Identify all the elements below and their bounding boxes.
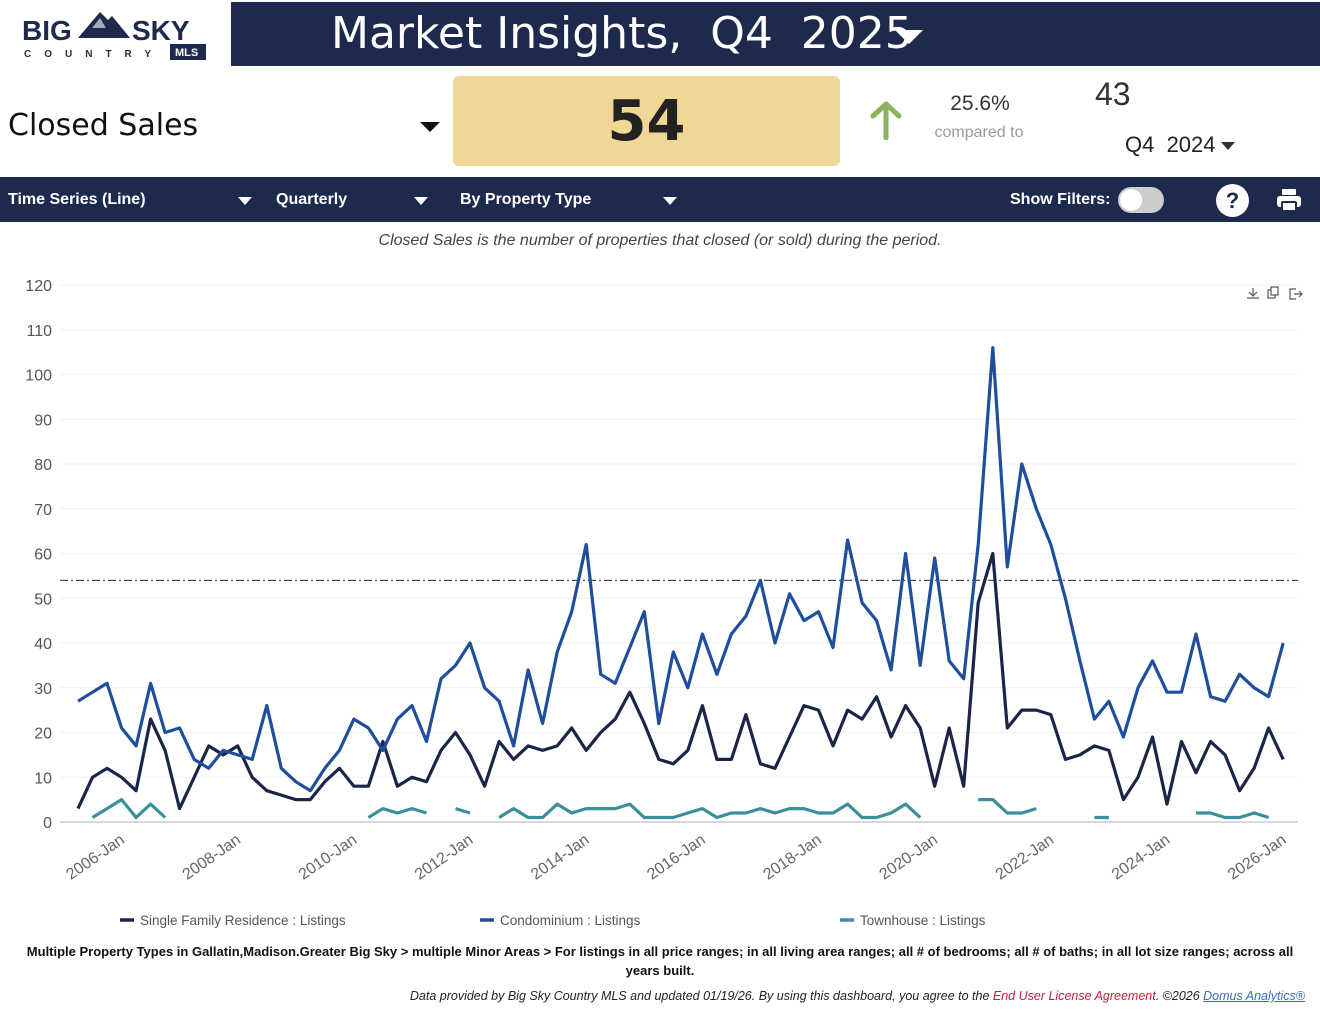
comparison-period-selector[interactable]: Q4 2024 xyxy=(1125,132,1216,157)
logo-big: BIG xyxy=(22,15,72,46)
show-filters-toggle[interactable] xyxy=(1118,187,1164,213)
interval-dropdown[interactable]: Quarterly xyxy=(276,191,348,208)
x-tick-label: 2024-Jan xyxy=(1109,831,1173,883)
credits-text: Data provided by Big Sky Country MLS and… xyxy=(409,989,993,1003)
domus-analytics-link[interactable]: Domus Analytics® xyxy=(1203,989,1305,1003)
x-tick-label: 2016-Jan xyxy=(644,831,708,883)
toolbar: Time Series (Line) Quarterly By Property… xyxy=(0,177,1320,222)
x-tick-label: 2022-Jan xyxy=(993,831,1057,883)
period-dropdown-caret-icon[interactable] xyxy=(895,30,923,44)
series-line-single xyxy=(76,551,1285,811)
logo-mls: MLS xyxy=(175,47,198,59)
eula-link[interactable]: End User License Agreement xyxy=(992,989,1156,1003)
x-tick-label: 2018-Jan xyxy=(760,831,824,883)
chart-type-dropdown[interactable]: Time Series (Line) xyxy=(8,191,146,208)
logo-country: COUNTRY xyxy=(24,49,164,60)
y-tick-label: 10 xyxy=(34,770,52,787)
previous-value: 43 xyxy=(1095,76,1131,112)
metric-dropdown-caret-icon[interactable] xyxy=(420,122,440,132)
y-tick-label: 60 xyxy=(34,547,52,564)
legend-label: Single Family Residence : Listings xyxy=(140,913,346,928)
y-tick-label: 40 xyxy=(34,636,52,653)
chevron-down-icon[interactable] xyxy=(238,197,252,205)
y-tick-label: 80 xyxy=(34,457,52,474)
copyright-text: . ©2026 xyxy=(1155,989,1204,1003)
y-tick-label: 100 xyxy=(25,368,52,385)
print-icon[interactable] xyxy=(1276,187,1302,218)
x-tick-label: 2010-Jan xyxy=(296,831,360,883)
show-filters-label: Show Filters: xyxy=(1010,191,1111,208)
x-tick-label: 2014-Jan xyxy=(528,831,592,883)
legend-label: Townhouse : Listings xyxy=(860,913,986,928)
closed-sales-line-chart: 0 10 20 30 40 50 60 70 80 90 100 110 120 2006-Jan 2008… xyxy=(25,278,1303,928)
metric-selector[interactable]: Closed Sales xyxy=(8,108,199,143)
credits: Data provided by Big Sky Country MLS and… xyxy=(0,989,1305,1003)
series-line-condominium xyxy=(77,346,1285,793)
export-icon[interactable] xyxy=(1289,288,1303,300)
y-tick-label: 70 xyxy=(34,502,52,519)
download-icon[interactable] xyxy=(1247,288,1259,299)
legend-label: Condominium : Listings xyxy=(500,913,641,928)
y-tick-label: 90 xyxy=(34,412,52,429)
copy-icon[interactable] xyxy=(1267,286,1279,299)
arrow-up-icon xyxy=(868,100,904,145)
x-tick-label: 2020-Jan xyxy=(877,831,941,883)
x-tick-label: 2012-Jan xyxy=(412,831,476,883)
y-tick-label: 0 xyxy=(43,815,52,832)
title-bar: Market Insights, Q4 2025 xyxy=(231,2,1320,66)
y-tick-label: 30 xyxy=(34,681,52,698)
y-tick-label: 20 xyxy=(34,726,52,743)
x-tick-label: 2008-Jan xyxy=(180,831,244,883)
x-tick-label: 2006-Jan xyxy=(63,831,127,883)
filter-summary: Multiple Property Types in Gallatin,Madi… xyxy=(26,944,1294,978)
help-icon[interactable]: ? xyxy=(1216,184,1249,217)
y-tick-label: 50 xyxy=(34,591,52,608)
series-line-townhouse xyxy=(91,798,1270,820)
current-value: 54 xyxy=(453,76,840,166)
x-tick-label: 2026-Jan xyxy=(1225,831,1289,883)
compared-to-label: compared to xyxy=(934,124,1024,141)
logo-sky: SKY xyxy=(132,15,190,46)
grouping-dropdown[interactable]: By Property Type xyxy=(460,191,592,208)
y-tick-label: 110 xyxy=(26,323,52,340)
y-tick-label: 120 xyxy=(25,278,52,295)
metric-description: Closed Sales is the number of properties… xyxy=(378,232,942,249)
chevron-down-icon[interactable] xyxy=(663,197,677,205)
comparison-dropdown-caret-icon[interactable] xyxy=(1221,142,1235,150)
big-sky-country-mls-logo: BIG SKY COUNTRY MLS xyxy=(20,6,215,64)
chevron-down-icon[interactable] xyxy=(414,197,428,205)
change-percent: 25.6% xyxy=(950,92,1010,115)
page-title[interactable]: Market Insights, Q4 2025 xyxy=(331,8,913,59)
